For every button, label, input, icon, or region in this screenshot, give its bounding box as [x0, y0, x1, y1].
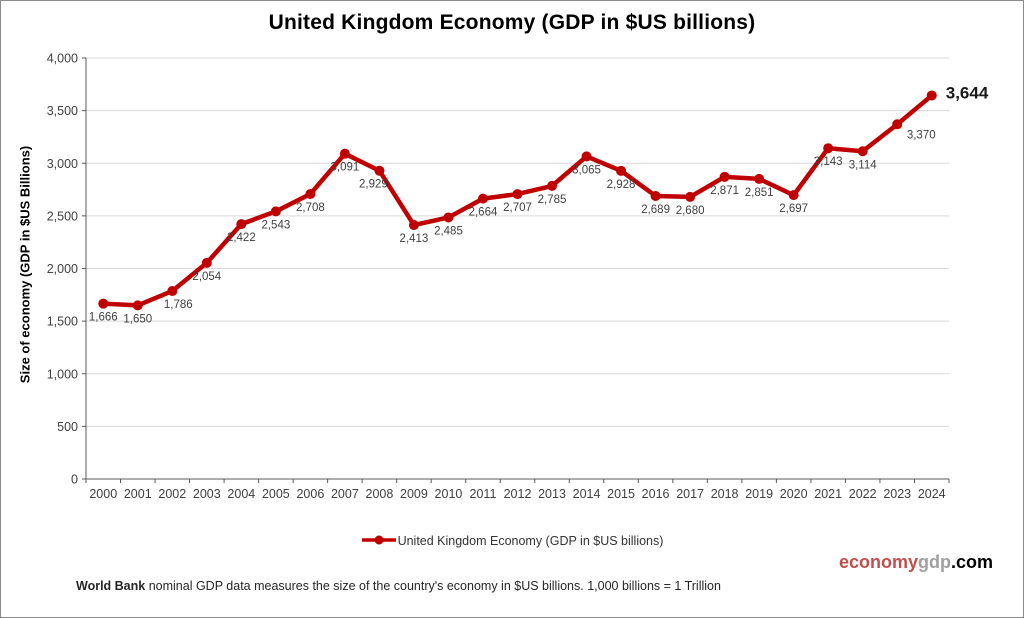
footnote-source: World Bank: [76, 579, 146, 593]
svg-text:2016: 2016: [642, 487, 670, 501]
svg-text:2024: 2024: [918, 487, 946, 501]
svg-text:2011: 2011: [470, 487, 497, 501]
svg-text:2,543: 2,543: [261, 219, 290, 231]
legend-line-marker-icon: [361, 534, 397, 548]
legend: United Kingdom Economy (GDP in $US billi…: [1, 534, 1023, 548]
svg-text:2012: 2012: [504, 487, 532, 501]
svg-text:2001: 2001: [124, 487, 152, 501]
svg-text:500: 500: [57, 420, 78, 434]
svg-text:2002: 2002: [158, 487, 186, 501]
svg-text:3,143: 3,143: [814, 156, 843, 168]
footnote: World Bank nominal GDP data measures the…: [76, 579, 721, 593]
svg-text:2005: 2005: [262, 487, 290, 501]
svg-text:2003: 2003: [193, 487, 221, 501]
svg-text:2018: 2018: [711, 487, 739, 501]
svg-text:2019: 2019: [745, 487, 773, 501]
legend-label: United Kingdom Economy (GDP in $US billi…: [397, 534, 664, 548]
chart-canvas: 0 500 1,000 1,500 2,000 2,500 3,000 3,500 4,000 2…: [47, 52, 989, 502]
svg-text:2,413: 2,413: [400, 233, 429, 245]
svg-text:2,851: 2,851: [745, 187, 774, 199]
watermark-gdp: gdp: [917, 552, 951, 572]
svg-text:2,707: 2,707: [503, 202, 532, 214]
svg-text:2020: 2020: [780, 487, 808, 501]
svg-text:1,000: 1,000: [47, 367, 78, 381]
svg-text:2014: 2014: [573, 487, 601, 501]
svg-text:1,666: 1,666: [89, 312, 118, 324]
footnote-text: nominal GDP data measures the size of th…: [145, 579, 721, 593]
svg-text:2010: 2010: [435, 487, 463, 501]
svg-text:2,928: 2,928: [607, 179, 636, 191]
watermark-economy: economy: [838, 552, 918, 572]
svg-text:2,000: 2,000: [47, 262, 78, 276]
svg-text:2006: 2006: [296, 487, 324, 501]
chart-title: United Kingdom Economy (GDP in $US billi…: [268, 11, 756, 34]
svg-text:2,485: 2,485: [434, 225, 463, 237]
svg-text:2,785: 2,785: [538, 194, 567, 206]
svg-text:3,500: 3,500: [47, 104, 78, 118]
svg-text:1,786: 1,786: [164, 299, 193, 311]
svg-text:2023: 2023: [883, 487, 911, 501]
watermark: economygdp.com: [839, 552, 993, 573]
svg-text:2,664: 2,664: [469, 207, 498, 219]
svg-text:2000: 2000: [89, 487, 117, 501]
svg-text:3,114: 3,114: [849, 159, 878, 171]
svg-text:2,871: 2,871: [710, 185, 739, 197]
svg-text:0: 0: [71, 473, 78, 487]
svg-text:2,697: 2,697: [779, 203, 808, 215]
svg-text:2,422: 2,422: [227, 232, 256, 244]
svg-text:2,680: 2,680: [676, 205, 705, 217]
svg-text:2,708: 2,708: [296, 202, 325, 214]
svg-text:2,054: 2,054: [192, 271, 221, 283]
svg-text:2,500: 2,500: [47, 209, 78, 223]
svg-text:2008: 2008: [366, 487, 394, 501]
svg-text:2004: 2004: [227, 487, 255, 501]
svg-text:3,065: 3,065: [572, 164, 601, 176]
svg-text:1,650: 1,650: [123, 313, 152, 325]
svg-text:2017: 2017: [676, 487, 704, 501]
svg-text:2007: 2007: [331, 487, 359, 501]
svg-text:2015: 2015: [607, 487, 635, 501]
svg-text:2013: 2013: [538, 487, 566, 501]
svg-text:1,500: 1,500: [47, 315, 78, 329]
svg-text:3,000: 3,000: [47, 157, 78, 171]
watermark-com: .com: [950, 552, 993, 572]
svg-text:2022: 2022: [849, 487, 877, 501]
svg-text:3,370: 3,370: [907, 129, 936, 141]
svg-text:2,929: 2,929: [359, 179, 388, 191]
svg-text:2021: 2021: [814, 487, 842, 501]
svg-text:2,689: 2,689: [641, 204, 670, 216]
svg-text:3,644: 3,644: [946, 83, 989, 102]
svg-text:3,091: 3,091: [331, 162, 360, 174]
svg-text:2009: 2009: [400, 487, 428, 501]
svg-text:4,000: 4,000: [47, 52, 78, 66]
